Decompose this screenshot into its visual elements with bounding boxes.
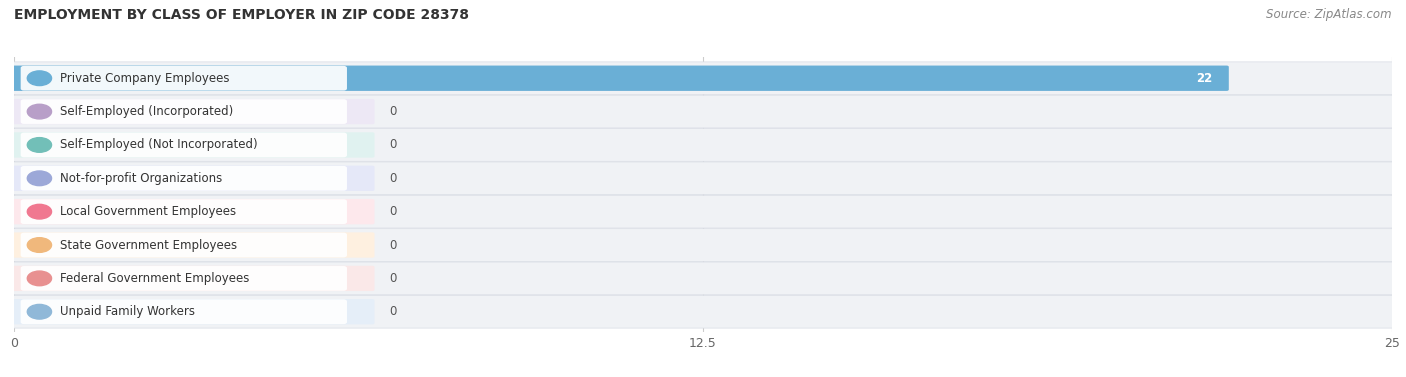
Circle shape	[27, 204, 52, 219]
Text: Local Government Employees: Local Government Employees	[60, 205, 236, 218]
FancyBboxPatch shape	[21, 199, 347, 224]
FancyBboxPatch shape	[11, 195, 1395, 228]
Text: Source: ZipAtlas.com: Source: ZipAtlas.com	[1267, 8, 1392, 20]
Circle shape	[27, 171, 52, 185]
FancyBboxPatch shape	[21, 166, 347, 191]
FancyBboxPatch shape	[11, 129, 1395, 161]
Text: Self-Employed (Incorporated): Self-Employed (Incorporated)	[60, 105, 233, 118]
FancyBboxPatch shape	[11, 232, 374, 258]
FancyBboxPatch shape	[11, 266, 374, 291]
FancyBboxPatch shape	[21, 266, 347, 291]
FancyBboxPatch shape	[11, 62, 1395, 95]
Text: 0: 0	[389, 205, 396, 218]
FancyBboxPatch shape	[11, 99, 374, 124]
Text: Not-for-profit Organizations: Not-for-profit Organizations	[60, 172, 222, 185]
FancyBboxPatch shape	[11, 162, 1395, 195]
Text: Unpaid Family Workers: Unpaid Family Workers	[60, 305, 195, 318]
Circle shape	[27, 138, 52, 152]
Circle shape	[27, 104, 52, 119]
Text: Self-Employed (Not Incorporated): Self-Employed (Not Incorporated)	[60, 138, 257, 152]
Text: 0: 0	[389, 105, 396, 118]
Text: Federal Government Employees: Federal Government Employees	[60, 272, 249, 285]
FancyBboxPatch shape	[11, 262, 1395, 295]
FancyBboxPatch shape	[11, 229, 1395, 261]
Circle shape	[27, 271, 52, 286]
Text: EMPLOYMENT BY CLASS OF EMPLOYER IN ZIP CODE 28378: EMPLOYMENT BY CLASS OF EMPLOYER IN ZIP C…	[14, 8, 470, 21]
Circle shape	[27, 304, 52, 319]
FancyBboxPatch shape	[11, 166, 374, 191]
FancyBboxPatch shape	[21, 299, 347, 324]
Text: State Government Employees: State Government Employees	[60, 239, 238, 251]
FancyBboxPatch shape	[21, 233, 347, 257]
FancyBboxPatch shape	[11, 199, 374, 224]
Text: 0: 0	[389, 172, 396, 185]
Text: Private Company Employees: Private Company Employees	[60, 72, 229, 85]
FancyBboxPatch shape	[21, 133, 347, 157]
Text: 0: 0	[389, 272, 396, 285]
Text: 0: 0	[389, 305, 396, 318]
Text: 22: 22	[1197, 72, 1213, 85]
Text: 0: 0	[389, 239, 396, 251]
Circle shape	[27, 71, 52, 86]
Text: 0: 0	[389, 138, 396, 152]
FancyBboxPatch shape	[11, 66, 1229, 91]
FancyBboxPatch shape	[21, 99, 347, 124]
FancyBboxPatch shape	[21, 66, 347, 90]
Circle shape	[27, 238, 52, 252]
FancyBboxPatch shape	[11, 296, 1395, 328]
FancyBboxPatch shape	[11, 299, 374, 325]
FancyBboxPatch shape	[11, 132, 374, 158]
FancyBboxPatch shape	[11, 95, 1395, 128]
